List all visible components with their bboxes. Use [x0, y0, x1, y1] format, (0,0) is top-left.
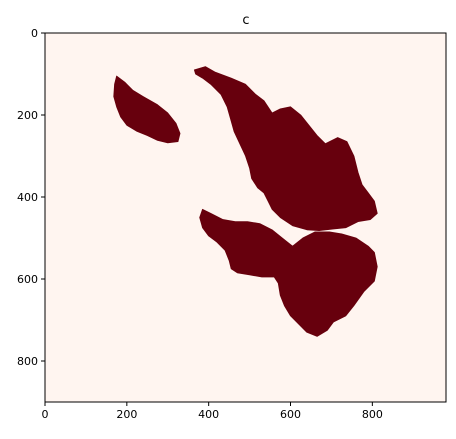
mask-regions [113, 66, 378, 337]
y-tick-label: 600 [17, 273, 38, 286]
y-axis: 0 200 400 600 800 [17, 27, 45, 368]
y-tick-label: 200 [17, 109, 38, 122]
plot-frame [44, 32, 447, 403]
y-tick-label: 400 [17, 191, 38, 204]
mask-region-large-patch-south [199, 208, 378, 337]
x-axis: 0 200 400 600 800 [42, 402, 383, 421]
x-tick-label: 800 [362, 408, 383, 421]
x-tick-label: 400 [198, 408, 219, 421]
x-tick-label: 600 [280, 408, 301, 421]
x-tick-label: 0 [42, 408, 49, 421]
y-tick-label: 800 [17, 355, 38, 368]
y-tick-label: 0 [31, 27, 38, 40]
chart-title: c [242, 13, 249, 28]
x-tick-label: 200 [116, 408, 137, 421]
mask-region-small-patch-west [113, 75, 181, 144]
mask-region-large-patch-north [193, 66, 378, 232]
